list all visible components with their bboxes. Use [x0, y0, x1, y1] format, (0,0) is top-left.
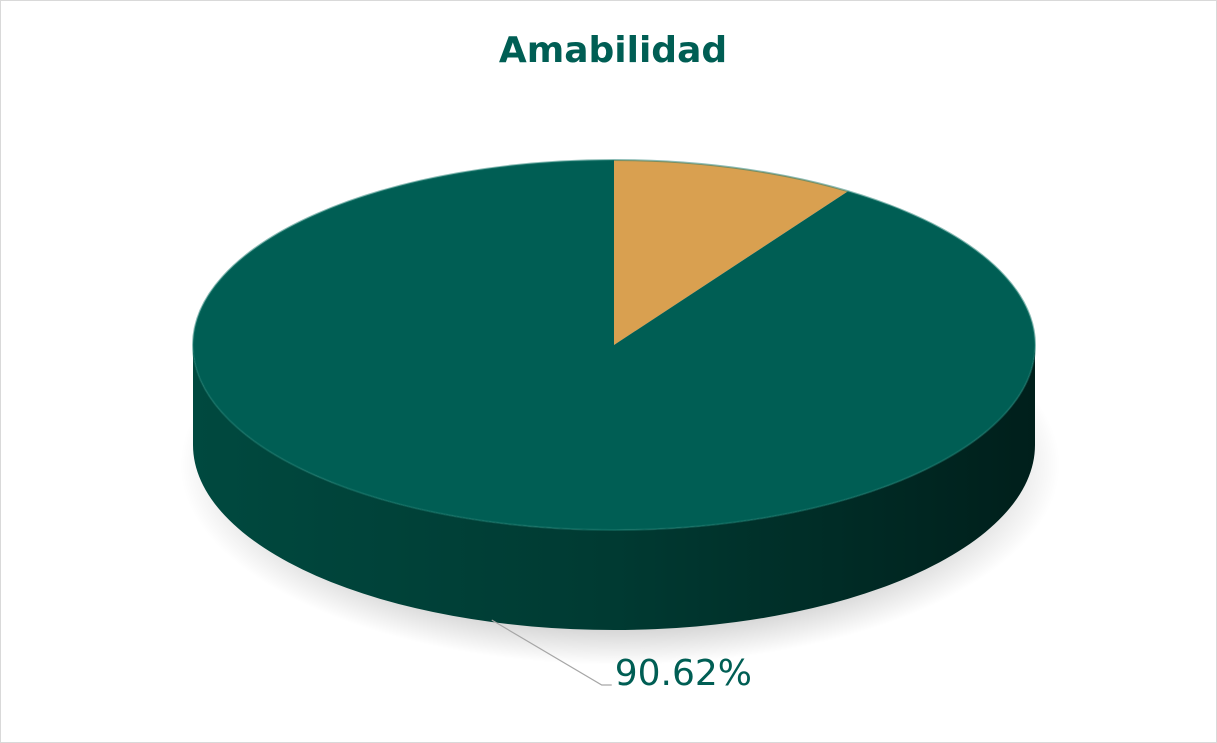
- pie-sides: [193, 345, 1035, 630]
- pie: [192, 159, 1036, 630]
- leader-line: [491, 619, 612, 686]
- data-label: 90.62%: [615, 653, 752, 694]
- rim-highlight: [192, 159, 1036, 531]
- pie-slice: [614, 160, 849, 345]
- pie-tops: [193, 160, 1035, 530]
- chart-title: Amabilidad: [499, 30, 727, 71]
- pie-slice-side: [193, 345, 1035, 630]
- pie-slice: [193, 160, 1035, 530]
